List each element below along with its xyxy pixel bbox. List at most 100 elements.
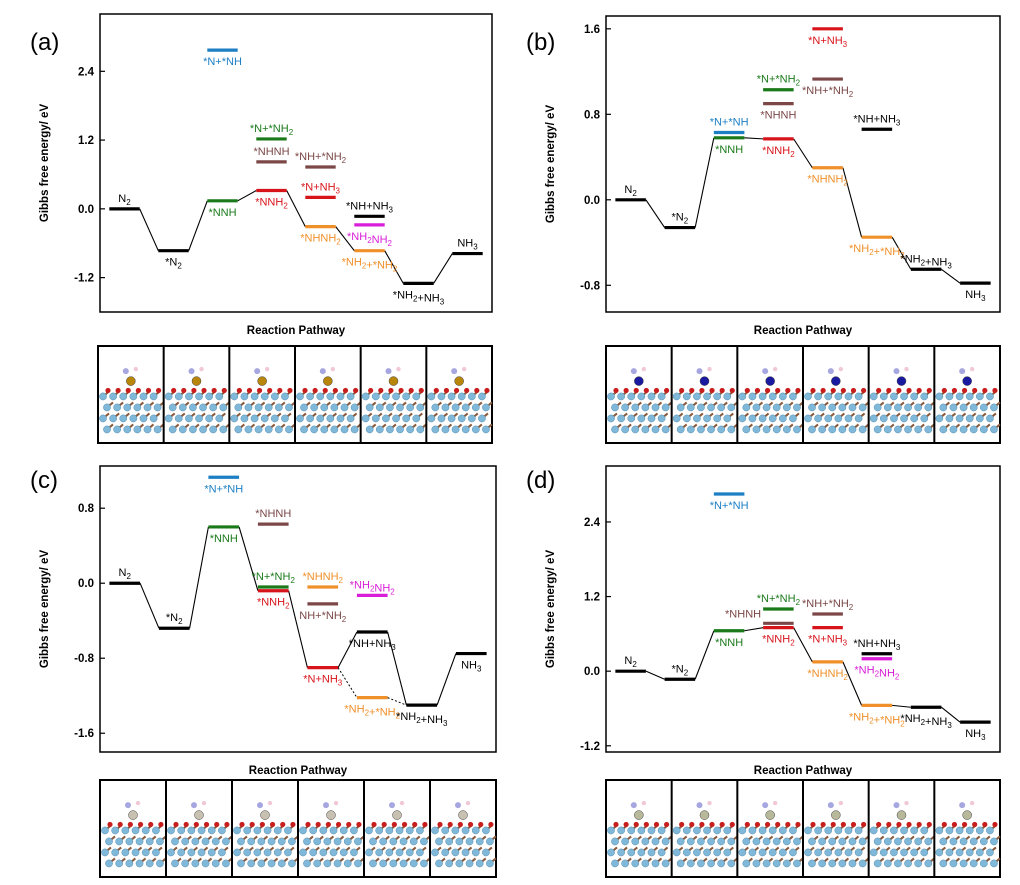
slab-atom <box>969 837 978 846</box>
slab-atom <box>99 414 107 423</box>
oxygen-atom <box>961 821 968 828</box>
slab-atom <box>103 425 111 434</box>
oxygen-atom <box>105 387 111 394</box>
slab-atom <box>451 403 460 412</box>
slab-atom <box>676 403 685 412</box>
slab-atom <box>457 392 466 401</box>
path-connector <box>238 526 259 591</box>
slab-atom <box>965 826 974 835</box>
oxygen-atom <box>633 387 639 394</box>
slab-atom <box>254 425 263 434</box>
level-label-nh-2-nh-2: *NH2+*NH2 <box>849 711 905 728</box>
level-label-nh-nh-3: *NH+NH3 <box>853 638 900 652</box>
slab-atom <box>834 826 843 835</box>
oxygen-atom <box>830 387 836 394</box>
y-tick-label: 0.0 <box>78 204 94 216</box>
slab-atom <box>405 848 414 857</box>
oxygen-atom <box>398 387 404 394</box>
oxygen-atom <box>453 387 460 394</box>
slab-atom <box>181 837 190 846</box>
slab-atom <box>762 425 771 434</box>
slab-atom <box>164 392 173 401</box>
nitrogen-atom <box>762 802 769 809</box>
slab-atom <box>873 837 882 846</box>
structure-cell <box>672 800 738 868</box>
slab-atom <box>789 414 797 423</box>
slab-atom <box>693 848 701 857</box>
slab-atom <box>313 837 322 846</box>
slab-atom <box>949 403 958 412</box>
oxygen-atom <box>148 821 154 828</box>
level-label-n-2: *N2 <box>672 663 689 677</box>
slab-atom <box>682 826 691 835</box>
slab-atom <box>975 414 984 423</box>
slab-atom <box>211 859 220 868</box>
slab-atom <box>199 425 207 434</box>
path-connector <box>793 627 813 663</box>
slab-atom <box>482 848 490 857</box>
path-connector <box>433 253 453 284</box>
slab-atom <box>365 826 373 835</box>
slab-atom <box>441 826 450 835</box>
hydrogen-atom <box>396 366 401 372</box>
oxygen-atom <box>820 821 826 828</box>
slab-atom <box>303 859 311 868</box>
slab-atom <box>611 403 619 412</box>
slab-atom <box>904 425 912 434</box>
y-tick-label: 1.6 <box>584 24 600 36</box>
oxygen-atom <box>764 387 771 394</box>
slab-atom <box>329 848 338 857</box>
slab-atom <box>955 826 964 835</box>
level-label-n-2: N2 <box>624 184 637 198</box>
slab-atom <box>844 826 853 835</box>
slab-atom <box>879 848 888 857</box>
adsorbate-atom <box>458 810 468 820</box>
y-tick-label: 0.0 <box>78 578 94 590</box>
y-tick-label: 0.8 <box>78 503 95 515</box>
adsorbate-atom <box>392 810 402 820</box>
slab-atom <box>379 837 388 846</box>
path-connector <box>384 250 404 284</box>
slab-atom <box>385 848 394 857</box>
oxygen-atom <box>906 821 912 828</box>
oxygen-atom <box>443 387 450 394</box>
slab-atom <box>617 392 625 401</box>
level-label-n-2: *N2 <box>165 257 182 271</box>
level-label-nh-3: NH3 <box>965 289 986 303</box>
path-connector <box>892 704 911 708</box>
slab-atom <box>848 403 857 412</box>
oxygen-atom <box>861 387 867 394</box>
slab-atom <box>869 392 878 401</box>
slab-atom <box>447 414 456 423</box>
slab-atom <box>171 837 179 846</box>
slab-atom <box>340 403 349 412</box>
slab-atom <box>808 403 816 412</box>
level-label-nh-2nh-2: *NH2NH2 <box>854 665 900 682</box>
path-connector <box>139 208 159 251</box>
nitrogen-atom <box>455 802 461 809</box>
slab-atom <box>990 425 998 434</box>
slab-atom <box>641 403 650 412</box>
slab-atom <box>471 403 480 412</box>
slab-atom <box>723 848 732 857</box>
level-label-n-nh: *N+*NH <box>710 116 749 128</box>
slab-atom <box>686 425 695 434</box>
slab-atom <box>455 859 464 868</box>
oxygen-atom <box>744 821 750 828</box>
oxygen-atom <box>418 387 424 394</box>
slab-atom <box>979 837 988 846</box>
slab-atom <box>237 837 245 846</box>
slab-atom <box>676 859 685 868</box>
slab-atom <box>818 425 826 434</box>
oxygen-atom <box>795 821 801 828</box>
hydrogen-atom <box>133 366 139 372</box>
level-label-nh-2-nh-3: *NH2+NH3 <box>900 253 952 270</box>
slab-atom <box>627 392 636 401</box>
adsorbate-atom <box>831 376 841 386</box>
nitrogen-atom <box>696 368 703 375</box>
slab-atom <box>607 392 615 401</box>
slab-atom <box>319 826 328 835</box>
structure-cell <box>99 366 165 434</box>
slab-atom <box>772 403 781 412</box>
slab-atom <box>748 848 757 857</box>
